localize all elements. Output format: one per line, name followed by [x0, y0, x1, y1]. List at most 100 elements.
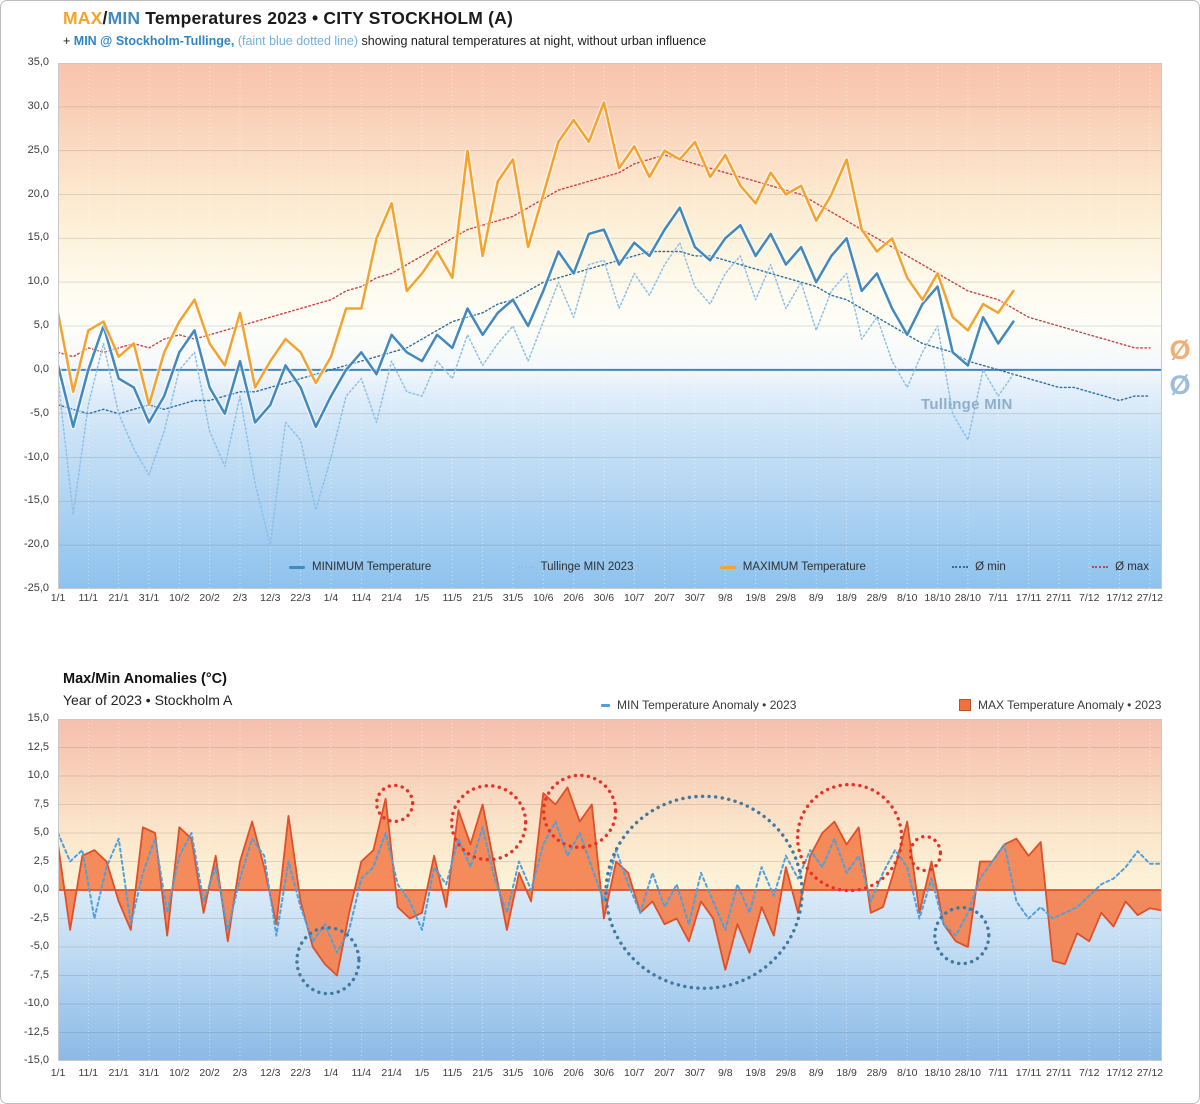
y-axis-label: 5,0	[33, 319, 49, 331]
legend-item: MIN Temperature Anomaly • 2023	[601, 698, 796, 712]
y-axis-label: 15,0	[27, 231, 49, 244]
x-axis-label: 10/7	[624, 1067, 645, 1079]
x-axis-label: 1/1	[50, 592, 66, 604]
x-axis-label: 9/8	[717, 1067, 733, 1079]
x-axis-label: 18/9	[836, 592, 857, 604]
x-axis-label: 20/6	[563, 592, 584, 604]
y-axis-label: 20,0	[27, 187, 49, 200]
x-axis-label: 1/1	[50, 1067, 66, 1079]
legend-label: MAX Temperature Anomaly • 2023	[978, 698, 1162, 712]
y-axis-label: -15,0	[23, 494, 49, 507]
x-axis-label: 17/12	[1106, 1067, 1133, 1079]
avg-max-badge: Ø	[1169, 335, 1191, 365]
y-axis-label: 10,0	[27, 769, 49, 781]
x-axis-label: 31/1	[138, 1067, 160, 1079]
legend-marker-dotted	[517, 566, 534, 568]
x-axis-label: 20/7	[654, 1067, 675, 1079]
x-axis-label: 21/1	[108, 592, 129, 604]
x-axis-label: 20/6	[563, 1067, 584, 1079]
y-axis-label: -7,5	[30, 968, 49, 981]
x-axis-label: 21/4	[381, 592, 402, 604]
x-axis-label: 22/3	[290, 1067, 311, 1079]
x-axis-label: 18/10	[924, 592, 951, 604]
x-axis-label: 18/9	[836, 1067, 857, 1079]
x-axis-label: 21/4	[381, 1067, 402, 1079]
y-axis-label: -15,0	[23, 1054, 49, 1066]
x-axis-label: 17/11	[1015, 1067, 1042, 1079]
legend-marker-dotted	[1092, 566, 1109, 568]
x-axis-label: 11/4	[351, 1067, 372, 1079]
y-axis-label: -12,5	[23, 1025, 49, 1038]
legend-marker-dash	[601, 703, 610, 707]
x-axis-label: 19/8	[745, 1067, 766, 1079]
y-axis-label: 25,0	[27, 143, 49, 156]
legend-marker-dotted	[952, 566, 969, 568]
legend-marker-solid	[719, 565, 736, 569]
x-axis-label: 7/11	[988, 592, 1009, 604]
legend-label: Ø min	[975, 561, 1006, 573]
x-axis-label: 30/6	[593, 592, 615, 604]
x-axis-label: 11/4	[351, 592, 372, 604]
x-axis-label: 28/9	[866, 592, 888, 604]
x-axis-label: 9/8	[717, 592, 733, 604]
legend-label: Ø max	[1115, 561, 1149, 573]
tullinge-min-label: Tullinge MIN	[921, 396, 1013, 413]
subtitle-prefix: +	[63, 34, 74, 48]
x-axis-label: 11/5	[442, 1067, 463, 1079]
legend-item: Ø min	[952, 561, 1006, 573]
y-axis-label: 5,0	[33, 826, 49, 838]
y-axis-label: 2,5	[33, 854, 49, 867]
bottom-chart-canvas	[58, 719, 1162, 1061]
x-axis-label: 10/7	[624, 592, 645, 604]
x-axis-label: 12/3	[260, 592, 281, 604]
x-axis-label: 8/10	[897, 1067, 918, 1079]
legend-item: MAX Temperature Anomaly • 2023	[959, 698, 1161, 712]
y-axis-label: -10,0	[23, 450, 49, 463]
x-axis-label: 22/3	[290, 592, 311, 604]
x-axis-label: 31/5	[502, 1067, 524, 1079]
y-axis-label: -5,0	[30, 940, 49, 952]
x-axis-label: 21/5	[472, 1067, 493, 1079]
x-axis-label: 1/5	[414, 592, 430, 604]
x-axis-label: 10/6	[533, 1067, 554, 1079]
legend-item: Tullinge MIN 2023	[517, 561, 633, 573]
y-axis-label: -10,0	[23, 997, 49, 1009]
x-axis-label: 30/7	[684, 592, 706, 604]
y-axis-label: -25,0	[23, 582, 49, 594]
legend-item: MAXIMUM Temperature	[719, 561, 866, 573]
x-axis-label: 20/2	[199, 592, 220, 604]
x-axis-label: 20/2	[199, 1067, 220, 1079]
legend-item: MINIMUM Temperature	[289, 561, 431, 573]
x-axis-label: 30/7	[684, 1067, 706, 1079]
x-axis-label: 7/12	[1078, 592, 1100, 604]
x-axis-label: 11/5	[442, 592, 463, 604]
subtitle-note: (faint blue dotted line)	[234, 34, 362, 48]
legend-item: Ø max	[1092, 561, 1149, 573]
y-axis-label: -20,0	[23, 538, 49, 551]
y-axis-label: 0,0	[33, 883, 49, 895]
x-axis-label: 8/9	[808, 1067, 824, 1079]
x-axis-label: 20/7	[654, 592, 675, 604]
x-axis-label: 18/10	[924, 1067, 951, 1079]
x-axis-label: 28/9	[866, 1067, 888, 1079]
y-axis-label: 0,0	[33, 362, 49, 375]
title-max-part: MAX	[63, 8, 103, 28]
x-axis-label: 10/2	[169, 1067, 190, 1079]
title-rest: Temperatures 2023 • CITY STOCKHOLM (A)	[140, 8, 514, 28]
x-axis-label: 19/8	[745, 592, 766, 604]
legend-label: MIN Temperature Anomaly • 2023	[617, 698, 797, 712]
x-axis-label: 21/1	[108, 1067, 129, 1079]
y-axis-label: 35,0	[27, 56, 49, 68]
x-axis-label: 29/8	[775, 592, 797, 604]
top-chart-canvas	[58, 63, 1162, 589]
y-axis-label: 7,5	[33, 797, 49, 810]
x-axis-label: 12/3	[260, 1067, 281, 1079]
avg-min-badge: Ø	[1169, 370, 1191, 400]
subtitle-rest: showing natural temperatures at night, w…	[361, 34, 707, 48]
y-axis-label: 15,0	[27, 712, 49, 724]
x-axis-label: 8/9	[808, 592, 824, 604]
x-axis-label: 27/11	[1046, 1067, 1072, 1079]
legend-marker-solid	[289, 565, 305, 569]
x-axis-label: 31/5	[502, 592, 524, 604]
bottom-chart-subtitle: Year of 2023 • Stockholm A	[63, 692, 233, 708]
